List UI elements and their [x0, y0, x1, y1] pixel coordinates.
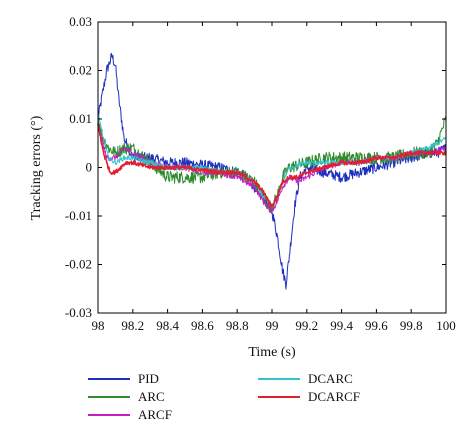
x-tick-label: 99.8 [400, 318, 423, 333]
x-tick-label: 98.4 [156, 318, 179, 333]
y-tick-label: 0.02 [69, 63, 92, 78]
x-tick-label: 99.4 [330, 318, 353, 333]
legend-label-dcarcf: DCARCF [308, 389, 360, 404]
x-tick-label: 98 [92, 318, 105, 333]
legend-label-pid: PID [138, 371, 159, 386]
x-tick-label: 98.6 [191, 318, 214, 333]
x-tick-label: 98.8 [226, 318, 249, 333]
x-tick-label: 100 [436, 318, 456, 333]
y-tick-label: -0.01 [65, 208, 92, 223]
y-tick-label: 0.01 [69, 111, 92, 126]
y-tick-label: -0.03 [65, 305, 92, 320]
y-tick-label: -0.02 [65, 257, 92, 272]
legend-label-dcarc: DCARC [308, 371, 353, 386]
y-tick-label: 0 [86, 160, 93, 175]
legend-label-arc: ARC [138, 389, 165, 404]
y-axis-title: Tracking errors (°) [29, 115, 44, 220]
x-axis-title: Time (s) [248, 345, 296, 360]
legend: PID ARC ARCF DCARC DCARCF [88, 371, 360, 422]
series-layer [97, 52, 447, 290]
y-tick-label: 0.03 [69, 14, 92, 29]
x-axis: 98 98.2 98.4 98.6 98.8 99 99.2 99.4 99.6 99.8 100 [92, 22, 456, 333]
x-tick-label: 98.2 [121, 318, 144, 333]
x-tick-label: 99 [266, 318, 279, 333]
x-tick-label: 99.2 [295, 318, 318, 333]
x-tick-label: 99.6 [365, 318, 388, 333]
y-axis: 0.03 0.02 0.01 0 -0.01 -0.02 -0.03 [65, 14, 446, 320]
series-line-dcarcf [97, 123, 447, 208]
legend-label-arcf: ARCF [138, 407, 172, 422]
